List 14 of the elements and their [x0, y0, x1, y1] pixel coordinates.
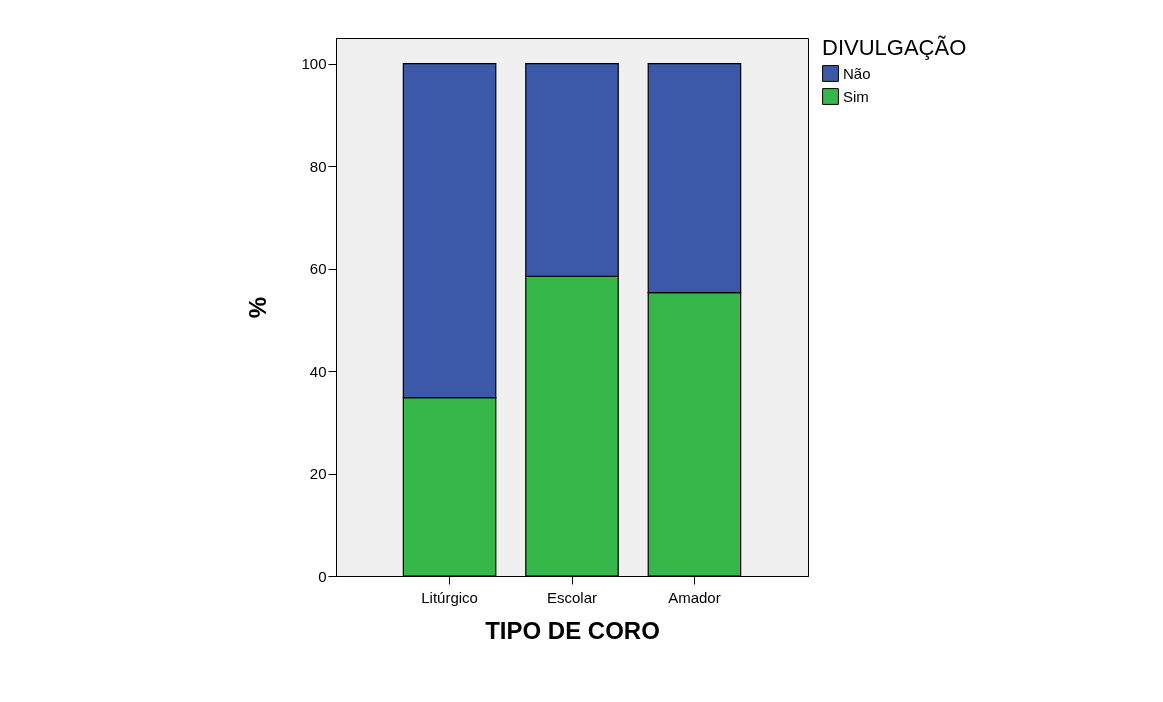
x-tick-label: Amador	[668, 588, 721, 606]
legend-title: DIVULGAÇÃO	[822, 35, 967, 60]
y-tick-label: 20	[309, 465, 327, 483]
legend-label: Não	[843, 64, 871, 82]
y-axis-title: %	[244, 296, 272, 319]
y-tick-label: 60	[309, 260, 327, 278]
y-tick-label: 80	[309, 157, 327, 175]
y-tick-label: 0	[318, 567, 327, 585]
y-tick-label: 100	[301, 55, 327, 73]
x-axis-title: TIPO DE CORO	[485, 616, 660, 644]
x-tick-label: Litúrgico	[421, 588, 478, 606]
y-tick-label: 40	[309, 362, 327, 380]
x-tick-label: Escolar	[546, 588, 598, 606]
legend-label: Sim	[843, 87, 869, 105]
